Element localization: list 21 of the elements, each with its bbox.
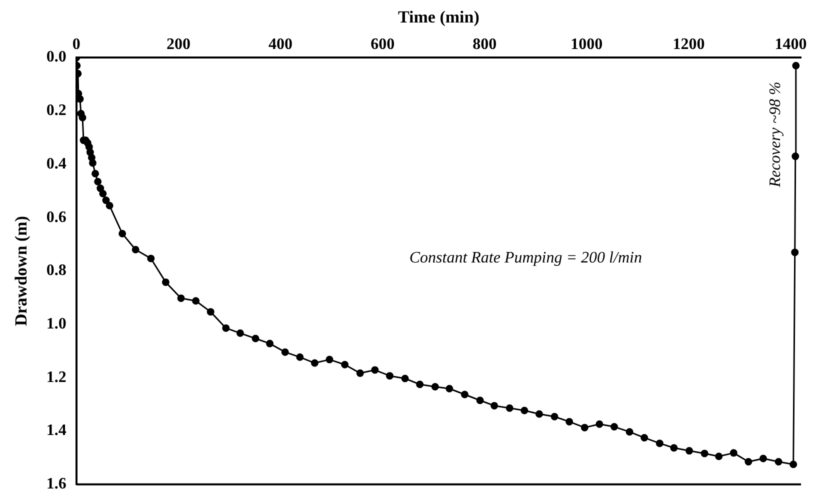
- x-tick-label: 800: [472, 36, 497, 54]
- y-tick-label: 0.6: [46, 208, 66, 226]
- y-axis-title: Drawdown (m): [12, 216, 31, 326]
- x-tick-label: 600: [370, 36, 395, 54]
- y-tick-label: 1.6: [46, 476, 66, 493]
- x-tick-label: 1000: [570, 36, 603, 54]
- y-tick-label: 1.2: [46, 368, 66, 386]
- x-tick-label: 400: [268, 36, 293, 54]
- x-tick-label: 1400: [774, 36, 807, 54]
- annotation: Constant Rate Pumping = 200 l/min: [409, 249, 642, 266]
- y-tick-label: 1.0: [46, 315, 66, 332]
- x-tick-label: 1200: [672, 36, 705, 54]
- y-tick-label: 0.4: [46, 155, 66, 172]
- x-tick-label: 200: [166, 36, 190, 54]
- y-tick-label: 0.2: [46, 102, 66, 120]
- y-tick-label: 1.4: [46, 422, 66, 440]
- x-axis-title: Time (min): [398, 8, 480, 27]
- y-tick-label: 0.0: [46, 48, 66, 66]
- annotation: Recovery ~98 %: [766, 82, 784, 188]
- y-tick-label: 0.8: [46, 262, 66, 280]
- x-tick-label: 0: [72, 36, 80, 54]
